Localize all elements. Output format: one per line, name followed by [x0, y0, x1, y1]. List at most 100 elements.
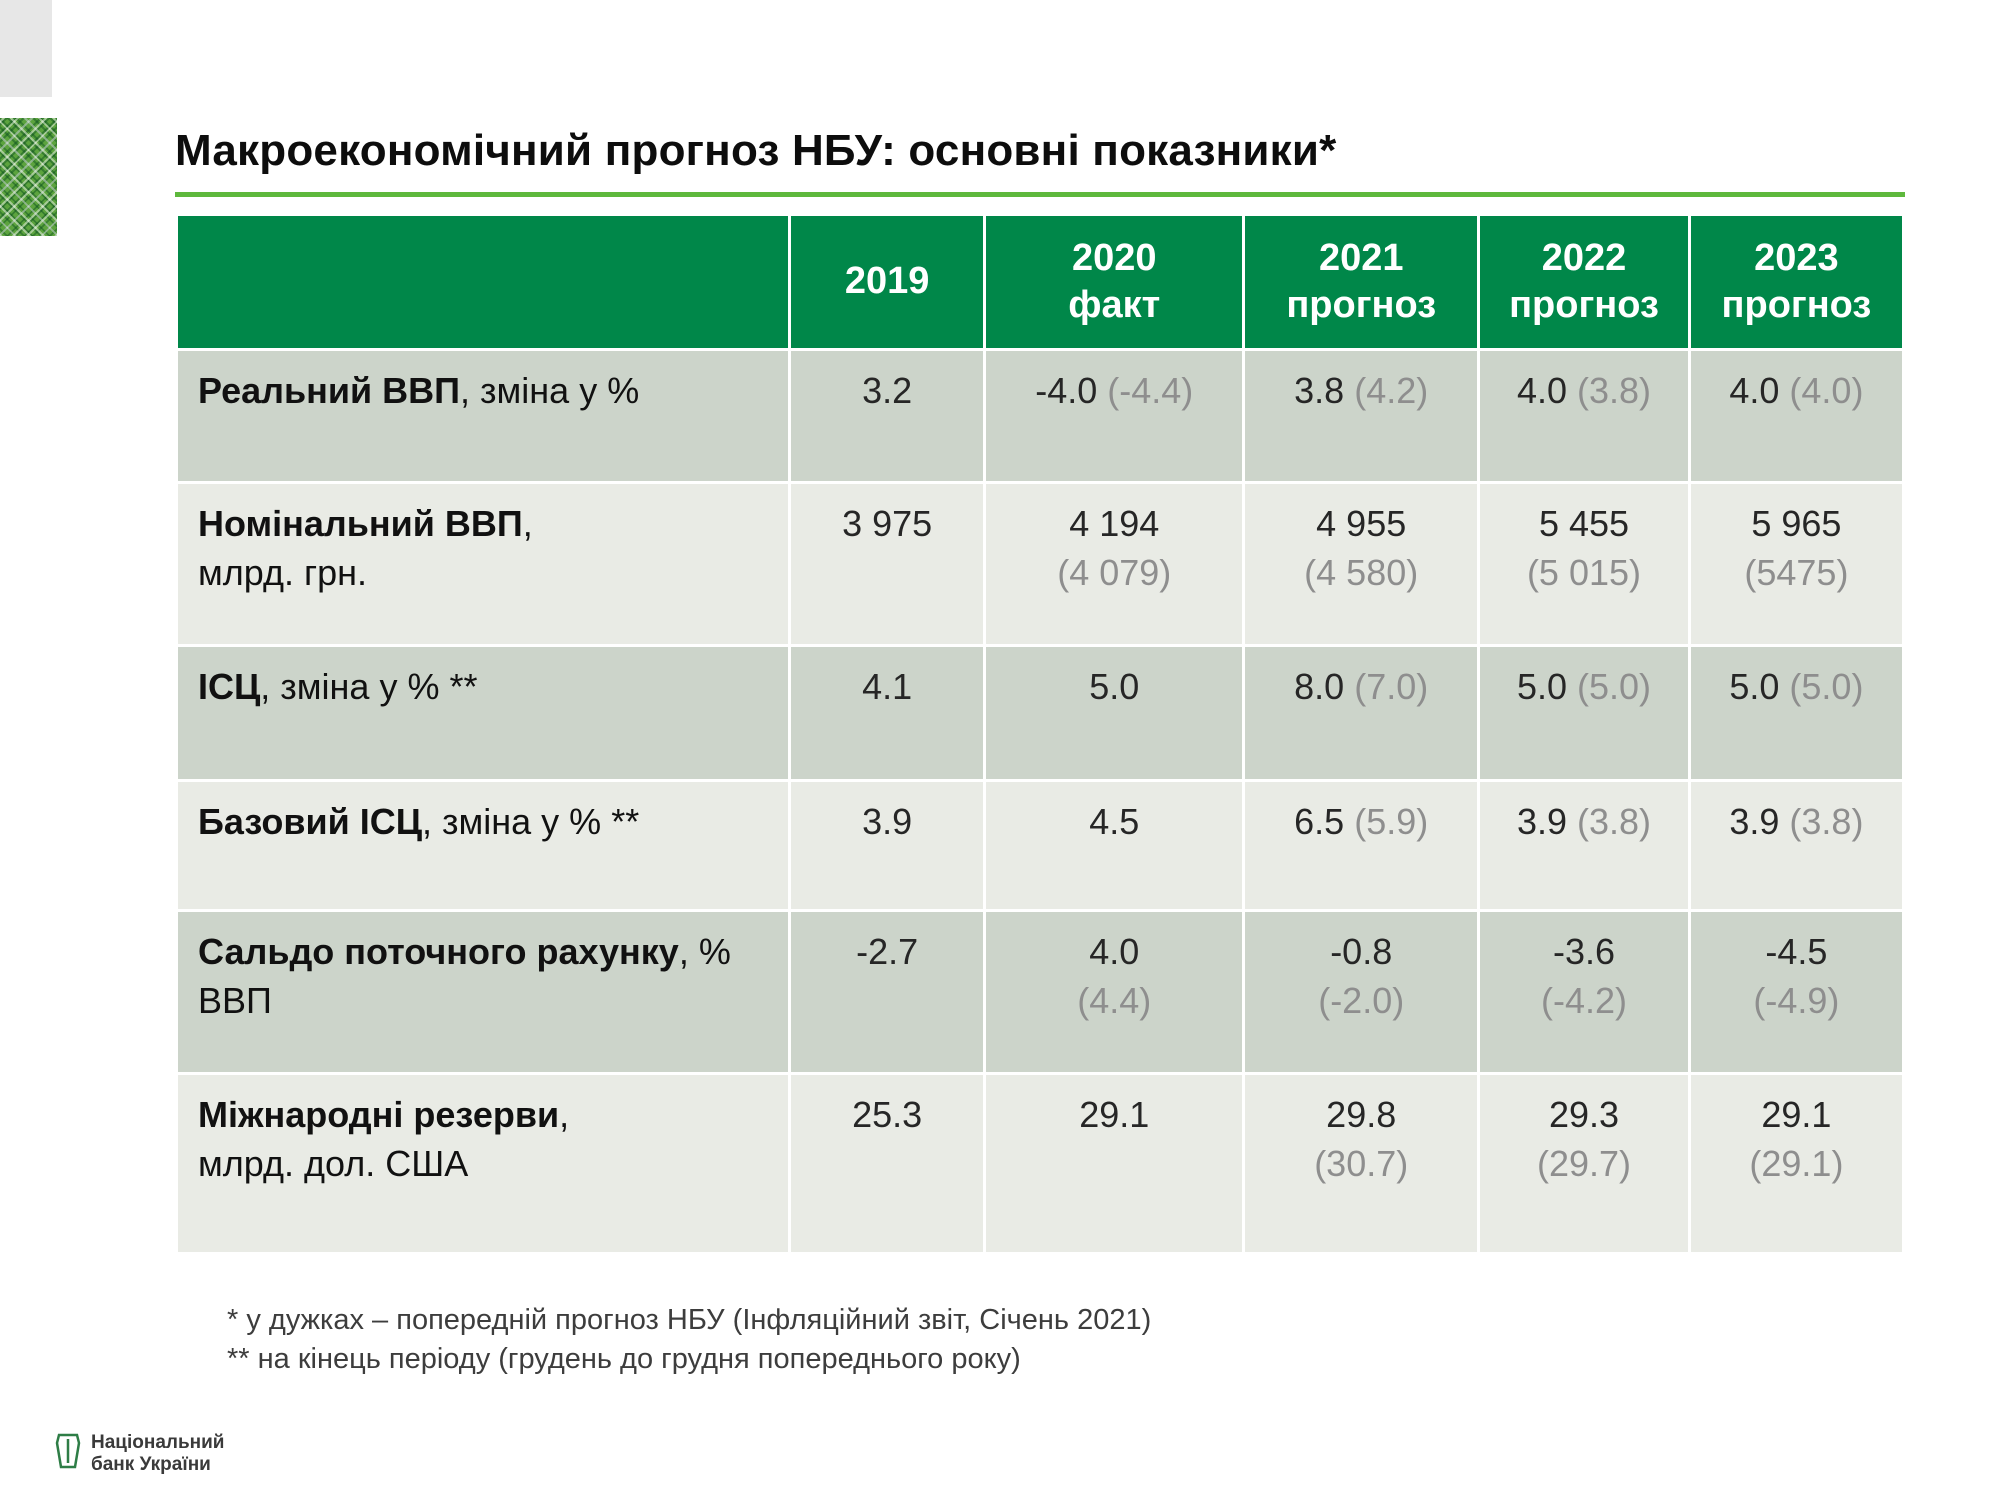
value-cell: 25.3	[788, 1072, 987, 1255]
value-main: 3.8	[1294, 370, 1345, 411]
value-main: 29.8	[1326, 1094, 1397, 1135]
value-cell: 5.0 (5.0)	[1477, 644, 1691, 782]
value-previous-forecast: (5.9)	[1354, 801, 1429, 842]
value-previous-forecast: (-4.2)	[1540, 979, 1627, 1021]
value-previous-forecast: (3.8)	[1577, 370, 1652, 411]
corner-header-cell	[174, 213, 792, 351]
value-previous-forecast: (3.8)	[1789, 801, 1864, 842]
year-header-cell: 2021 прогноз	[1242, 213, 1481, 351]
value-main: 4.5	[1089, 801, 1140, 842]
value-cell: 4 955 (4 580)	[1242, 481, 1481, 647]
value-cell: 5.0 (5.0)	[1687, 644, 1906, 782]
value-main: -3.6	[1552, 931, 1615, 972]
value-previous-forecast: (7.0)	[1354, 666, 1429, 707]
value-main: -0.8	[1330, 931, 1393, 972]
value-main: 4 194	[1069, 503, 1160, 544]
value-main: 4.0	[1089, 931, 1140, 972]
value-previous-forecast: (5 015)	[1526, 551, 1642, 593]
value-cell: 29.3 (29.7)	[1477, 1072, 1691, 1255]
table-row: Сальдо поточного рахунку, % ВВП -2.7 4.0 (4…	[174, 909, 1906, 1075]
corner-gray-block	[0, 0, 52, 97]
table-header-row: 2019 2020 факт 2021 прогноз 2022 прогноз 2023 пр…	[174, 213, 1906, 351]
row-label: Реальний ВВП, зміна у %	[174, 348, 792, 484]
value-cell: 5 455 (5 015)	[1477, 481, 1691, 647]
value-cell: -4.0 (-4.4)	[983, 348, 1246, 484]
row-label: Сальдо поточного рахунку, % ВВП	[174, 909, 792, 1075]
nbu-logo-line1: Національний	[91, 1432, 225, 1453]
row-label: Базовий ІСЦ, зміна у % **	[174, 779, 792, 912]
value-main: 3.9	[1516, 801, 1567, 842]
value-cell: -0.8 (-2.0)	[1242, 909, 1481, 1075]
value-cell: 3 975	[788, 481, 987, 647]
value-previous-forecast: (29.1)	[1749, 1142, 1844, 1184]
value-main: 3.9	[1729, 801, 1780, 842]
value-main: 3 975	[842, 503, 933, 544]
value-main: -4.5	[1765, 931, 1828, 972]
value-main: -4.0	[1035, 370, 1098, 411]
value-cell: 8.0 (7.0)	[1242, 644, 1481, 782]
year-header-cell: 2022 прогноз	[1477, 213, 1691, 351]
value-main: 4.0	[1729, 370, 1780, 411]
nbu-logo-line2: банк України	[91, 1453, 211, 1475]
table-row: Номінальний ВВП, млрд. грн. 3 975 4 194 (4 0…	[174, 481, 1906, 647]
value-main: 3.9	[862, 801, 913, 842]
page-title: Макроекономічний прогноз НБУ: основні по…	[175, 126, 1337, 175]
table-body: Реальний ВВП, зміна у % 3.2 -4.0 (-4.4) 3.8…	[174, 348, 1906, 1255]
value-main: 5.0	[1516, 666, 1567, 707]
value-cell: -3.6 (-4.2)	[1477, 909, 1691, 1075]
value-cell: 4.0 (4.0)	[1687, 348, 1906, 484]
value-previous-forecast: (29.7)	[1536, 1142, 1631, 1184]
value-main: 4 955	[1316, 503, 1407, 544]
row-label: Міжнародні резерви, млрд. дол. США	[174, 1072, 792, 1255]
value-cell: 6.5 (5.9)	[1242, 779, 1481, 912]
footnote-2: ** на кінець періоду (грудень до грудня …	[227, 1343, 1021, 1376]
table-row: Базовий ІСЦ, зміна у % ** 3.9 4.5 6.5 (5.9)…	[174, 779, 1906, 912]
value-cell: 29.8 (30.7)	[1242, 1072, 1481, 1255]
value-previous-forecast: (5.0)	[1789, 666, 1864, 707]
value-previous-forecast: (3.8)	[1577, 801, 1652, 842]
table-row: ІСЦ, зміна у % ** 4.1 5.0 8.0 (7.0) 5.0 (5.0…	[174, 644, 1906, 782]
value-main: 29.1	[1761, 1094, 1832, 1135]
value-cell: 29.1	[983, 1072, 1246, 1255]
value-cell: 4.5	[983, 779, 1246, 912]
value-main: 5 965	[1751, 503, 1842, 544]
value-main: 3.2	[862, 370, 913, 411]
value-cell: -2.7	[788, 909, 987, 1075]
table-row: Реальний ВВП, зміна у % 3.2 -4.0 (-4.4) 3.8…	[174, 348, 1906, 484]
row-label: Номінальний ВВП, млрд. грн.	[174, 481, 792, 647]
value-cell: 4.0 (3.8)	[1477, 348, 1691, 484]
value-cell: 4.0 (4.4)	[983, 909, 1246, 1075]
value-main: 29.1	[1079, 1094, 1150, 1135]
footnotes: * у дужках – попередній прогноз НБУ (Інф…	[175, 1301, 1905, 1379]
value-cell: -4.5 (-4.9)	[1687, 909, 1906, 1075]
value-previous-forecast: (4.2)	[1354, 370, 1429, 411]
value-previous-forecast: (4 580)	[1304, 551, 1419, 593]
nbu-logo-text: Національний банк України	[91, 1432, 224, 1476]
year-header-cell: 2023 прогноз	[1687, 213, 1906, 351]
value-main: -2.7	[856, 931, 919, 972]
nbu-logo: Національний банк України	[55, 1432, 224, 1476]
value-previous-forecast: (-4.4)	[1107, 370, 1194, 411]
value-previous-forecast: (-4.9)	[1753, 979, 1840, 1021]
value-cell: 4.1	[788, 644, 987, 782]
nbu-logo-icon	[55, 1433, 81, 1474]
value-previous-forecast: (-2.0)	[1318, 979, 1405, 1021]
value-main: 8.0	[1294, 666, 1345, 707]
year-header-cell: 2020 факт	[983, 213, 1246, 351]
value-main: 5.0	[1729, 666, 1780, 707]
value-main: 5.0	[1089, 666, 1140, 707]
value-main: 6.5	[1294, 801, 1345, 842]
value-previous-forecast: (5.0)	[1577, 666, 1652, 707]
value-main: 29.3	[1548, 1094, 1620, 1135]
value-previous-forecast: (4.0)	[1789, 370, 1864, 411]
value-main: 4.0	[1516, 370, 1567, 411]
value-cell: 3.9	[788, 779, 987, 912]
value-main: 5 455	[1538, 503, 1630, 544]
value-cell: 5 965 (5475)	[1687, 481, 1906, 647]
value-previous-forecast: (4 079)	[1057, 551, 1172, 593]
slide-content: Макроекономічний прогноз НБУ: основні по…	[174, 126, 1906, 1379]
value-cell: 3.2	[788, 348, 987, 484]
value-cell: 3.9 (3.8)	[1687, 779, 1906, 912]
value-cell: 29.1 (29.1)	[1687, 1072, 1906, 1255]
